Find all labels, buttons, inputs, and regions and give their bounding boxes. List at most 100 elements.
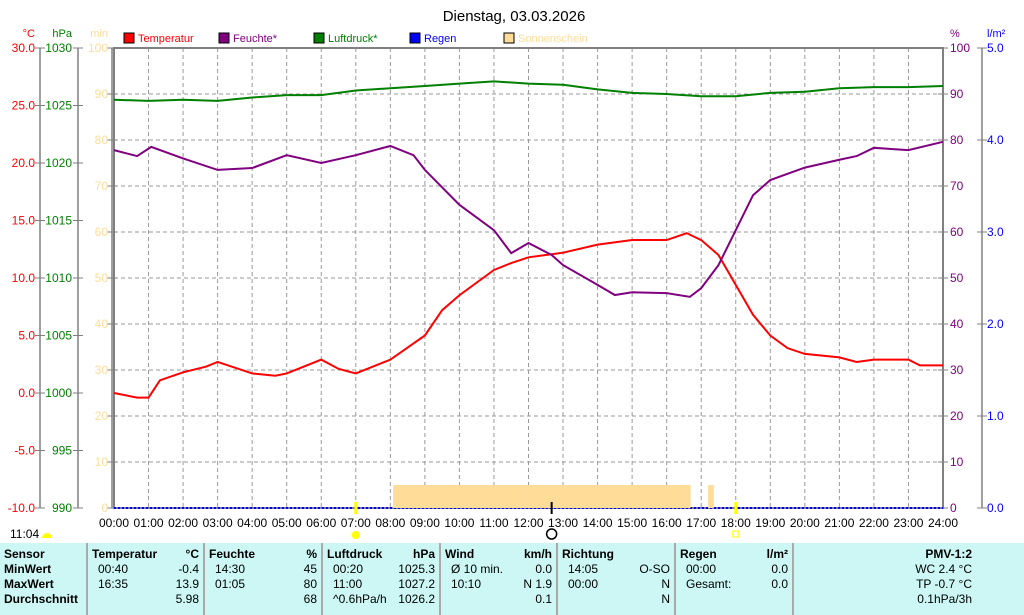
x-tick-label: 10:00 <box>444 516 474 530</box>
richtung-time: 00:00 <box>568 577 599 591</box>
sunshine-bar <box>593 485 596 508</box>
temperature-tick-label: 30.0 <box>12 41 36 55</box>
temperature-tick-label: 25.0 <box>12 99 36 113</box>
feuchte-time: 14:30 <box>215 562 246 576</box>
sunshine-bar <box>413 485 417 508</box>
sunshine-bar <box>648 485 651 508</box>
sunshine-bar <box>553 485 556 508</box>
sunshine-bar <box>501 485 505 508</box>
unit-feuchte: % <box>306 547 317 561</box>
luftdruck-time: 11:00 <box>333 577 363 591</box>
x-tick-label: 17:00 <box>686 516 716 530</box>
sunshine-bar <box>688 485 691 508</box>
sunshine-bar <box>619 485 622 508</box>
sunshine-bar <box>488 485 491 508</box>
sunshine-tick-label: 90 <box>95 87 109 101</box>
sunshine-bar <box>479 485 482 508</box>
humidity-tick-label: 70 <box>950 179 964 193</box>
regen-time: Gesamt: <box>686 577 732 591</box>
luftdruck-value: 1026.2 <box>398 592 435 606</box>
sunshine-bar <box>641 485 644 508</box>
sunshine-bar <box>453 485 456 508</box>
sunshine-bar <box>626 485 629 508</box>
sunshine-bar <box>498 485 501 508</box>
sunshine-bar <box>669 485 672 508</box>
rain-tick-label: 0.0 <box>987 501 1004 515</box>
sunshine-bar <box>659 485 662 508</box>
wind-value: 0.1 <box>535 592 552 606</box>
sunshine-bar <box>508 485 512 508</box>
feuchte-value: 45 <box>303 562 317 576</box>
sunshine-bar <box>569 485 572 508</box>
sunshine-bar <box>653 485 657 508</box>
wind-value: N 1.9 <box>523 577 552 591</box>
sunshine-tick-label: 0 <box>101 501 108 515</box>
sunshine-bar <box>481 485 484 508</box>
x-tick-label: 00:00 <box>99 516 129 530</box>
sunshine-bar <box>470 485 474 508</box>
sunshine-bar <box>564 485 567 508</box>
sunshine-bar <box>657 485 660 508</box>
sunshine-tick-label: 30 <box>95 363 109 377</box>
sunshine-bar <box>650 485 653 508</box>
x-tick-label: 22:00 <box>859 516 889 530</box>
sunshine-bar <box>572 485 575 508</box>
sunshine-bar <box>493 485 496 508</box>
x-tick-label: 24:00 <box>928 516 958 530</box>
sunshine-bar <box>393 485 396 508</box>
luftdruck-value: 1027.2 <box>398 577 435 591</box>
header-wind: Wind <box>445 547 475 561</box>
sunshine-bar <box>517 485 520 508</box>
sunshine-bar <box>425 485 429 508</box>
legend-label: Temperatur <box>138 33 194 45</box>
x-tick-label: 18:00 <box>721 516 751 530</box>
sunshine-bar <box>444 485 448 508</box>
sunshine-bar <box>439 485 442 508</box>
x-tick-label: 01:00 <box>134 516 164 530</box>
sunshine-bar <box>434 485 437 508</box>
rain-axis-unit: l/m² <box>987 28 1006 40</box>
header-feuchte: Feuchte <box>209 547 256 561</box>
sunshine-bar <box>557 485 560 508</box>
sunshine-bar <box>643 485 646 508</box>
sunshine-bar <box>629 485 632 508</box>
sunshine-bar <box>576 485 579 508</box>
pressure-tick-label: 1000 <box>45 386 72 400</box>
pressure-tick-label: 1015 <box>45 214 72 228</box>
legend-label: Regen <box>424 33 456 45</box>
sunshine-bar <box>467 485 470 508</box>
wind-value: 0.0 <box>535 562 552 576</box>
sunshine-bar <box>655 485 658 508</box>
sunshine-axis-unit: min <box>90 28 108 40</box>
x-tick-label: 15:00 <box>617 516 647 530</box>
pressure-tick-label: 1005 <box>45 329 72 343</box>
sunshine-bar <box>505 485 508 508</box>
sensor-column: Sensor MinWert MaxWert Durchschnitt <box>0 543 88 615</box>
humidity-axis-unit: % <box>950 28 960 40</box>
x-tick-label: 11:00 <box>479 516 508 530</box>
sunshine-bar <box>529 485 532 508</box>
sunshine-bar <box>410 485 413 508</box>
sunshine-bar <box>603 485 607 508</box>
sunshine-bar <box>684 485 688 508</box>
sunshine-bar <box>711 485 714 508</box>
sunshine-bar <box>458 485 461 508</box>
sunshine-bar <box>494 485 498 508</box>
sunshine-tick-label: 60 <box>95 225 109 239</box>
sunset-icon <box>732 530 740 538</box>
series-feuchte <box>113 140 944 298</box>
humidity-column: Feuchte% 14:30 45 01:05 80 68 <box>205 543 323 615</box>
sunshine-bar <box>605 485 608 508</box>
sunshine-bar <box>614 485 617 508</box>
humidity-tick-label: 60 <box>950 225 964 239</box>
sunshine-bar <box>665 485 669 508</box>
sunshine-bar <box>532 485 536 508</box>
rain-tick-label: 2.0 <box>987 317 1004 331</box>
header-pmv: PMV-1:2 <box>925 547 972 561</box>
temperatur-value: 5.98 <box>175 592 199 606</box>
sunshine-bar <box>417 485 420 508</box>
pressure-tick-label: 990 <box>52 501 72 515</box>
humidity-tick-label: 30 <box>950 363 964 377</box>
feuchte-time: 01:05 <box>215 577 246 591</box>
sunshine-bar <box>545 485 548 508</box>
